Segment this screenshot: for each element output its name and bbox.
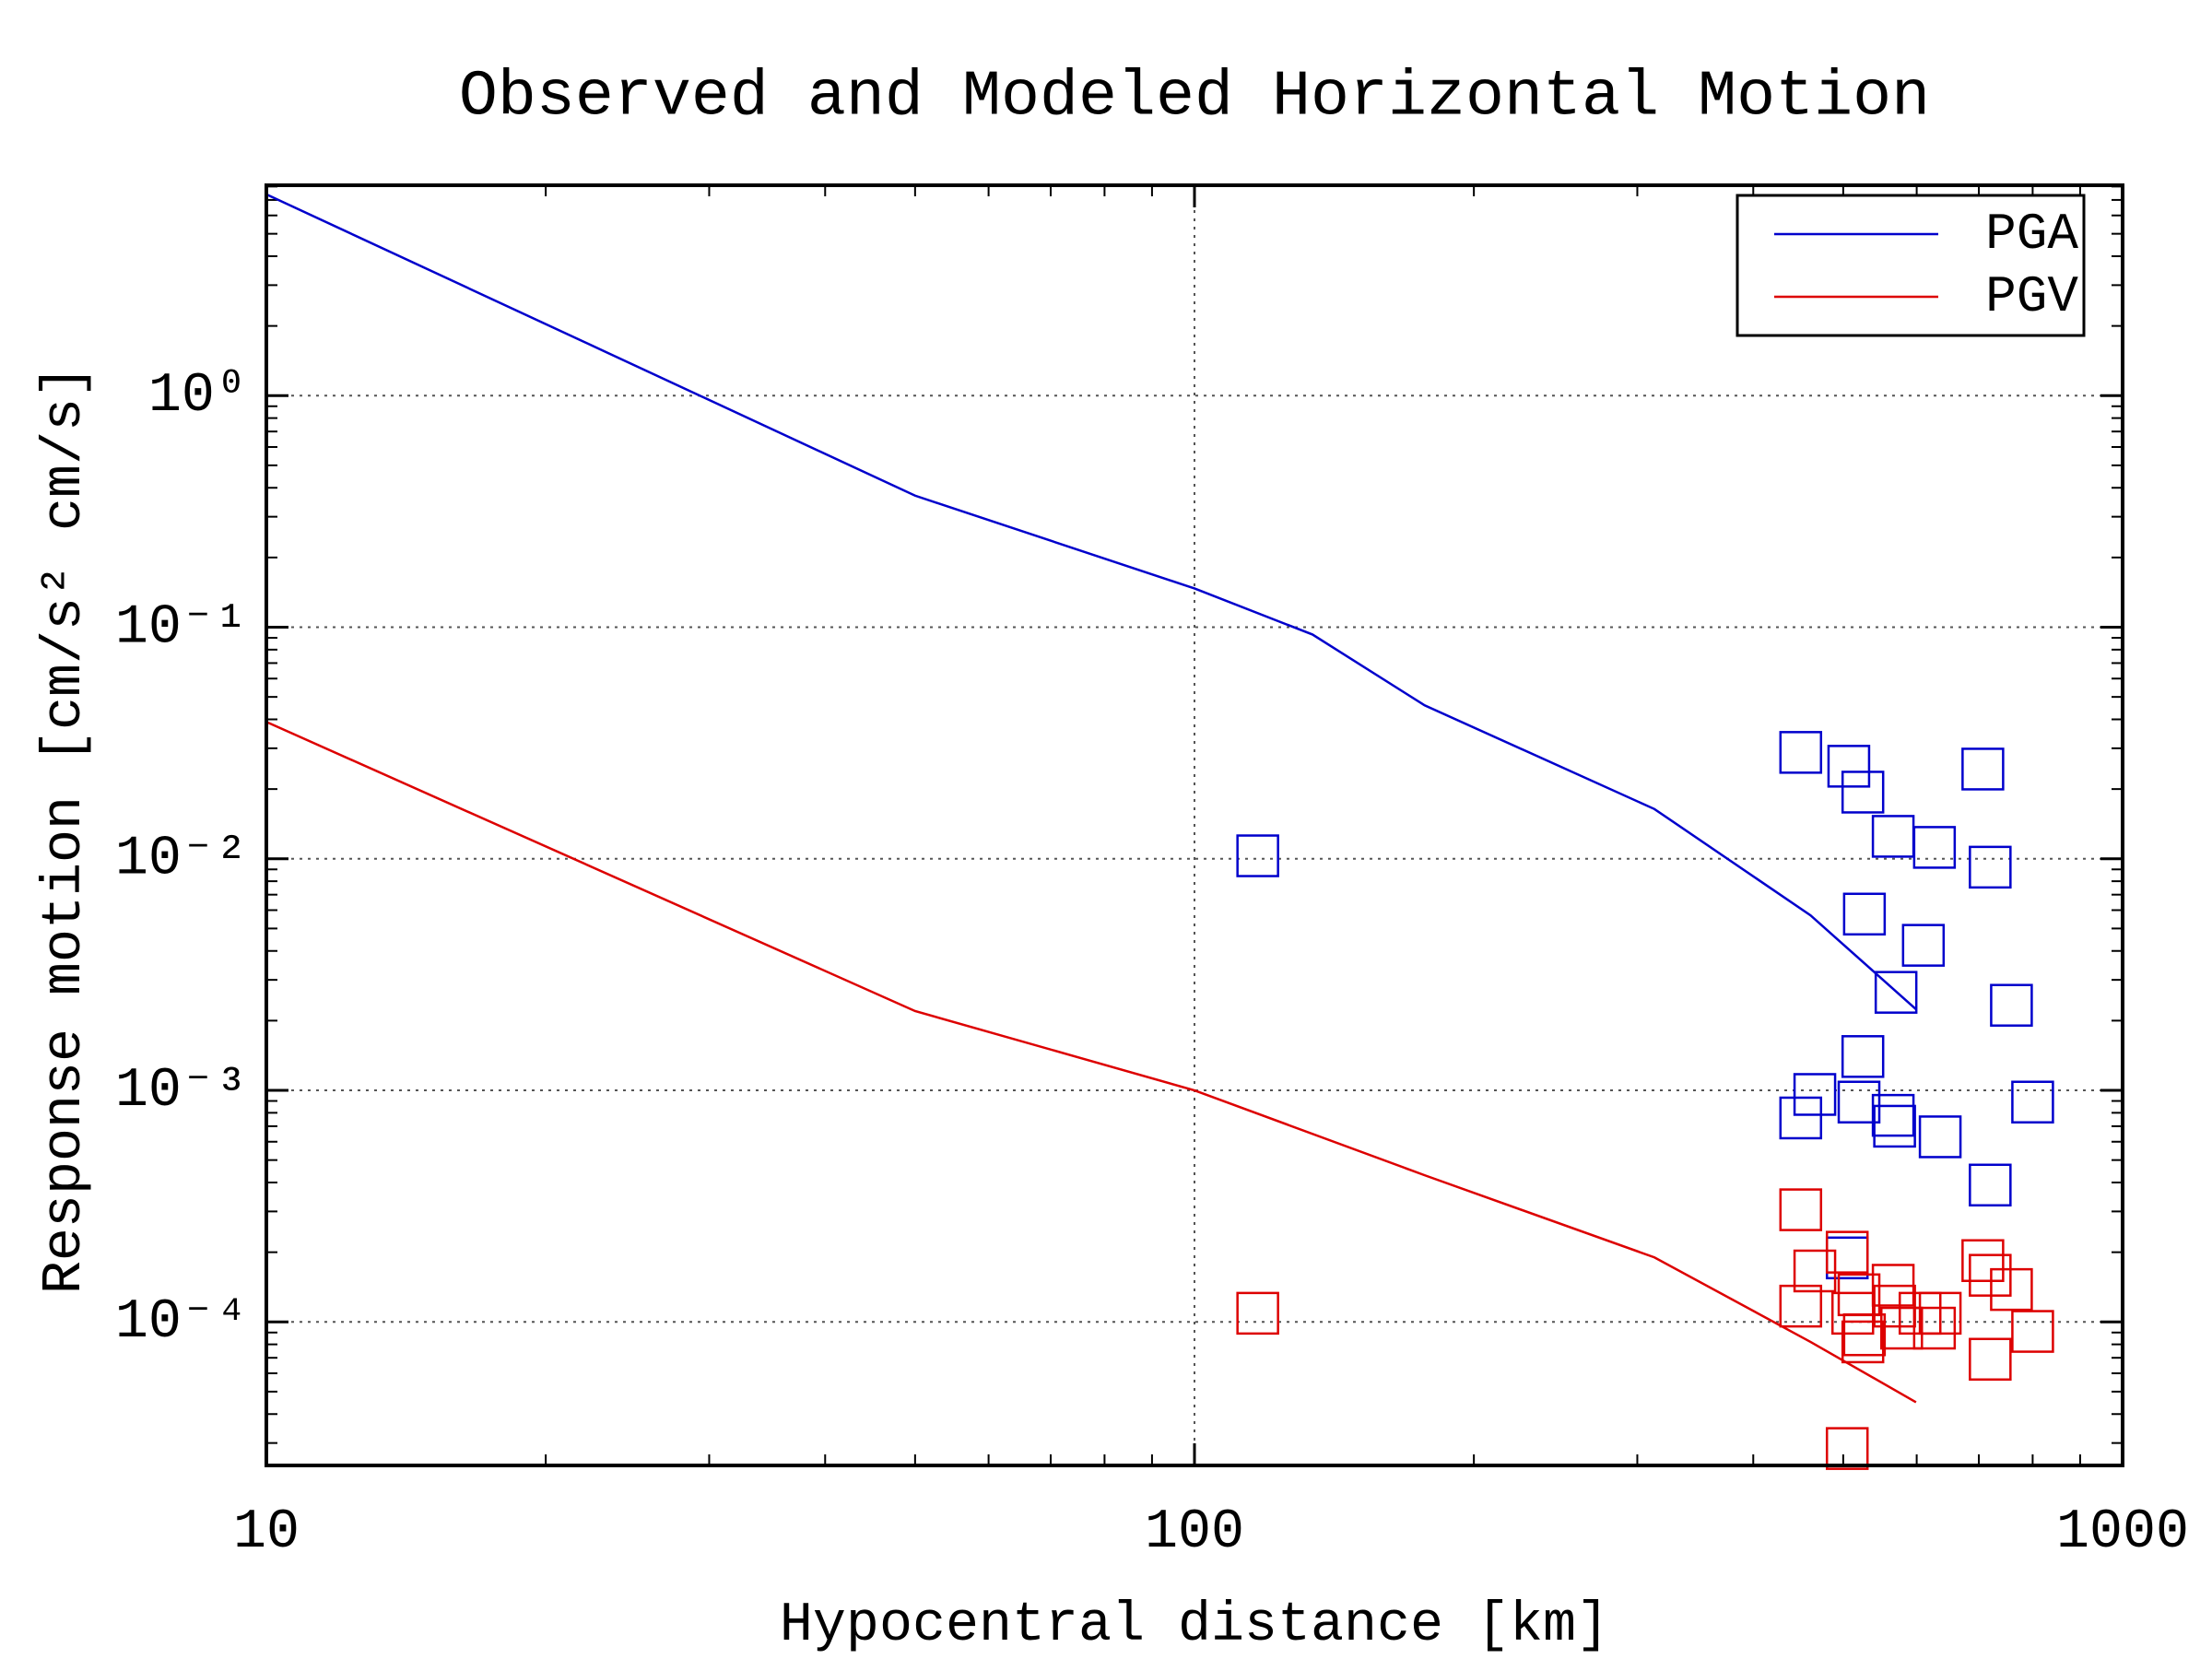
- observed-point: [1236, 834, 1279, 877]
- observed-point: [1871, 1093, 1915, 1137]
- observed-point: [1961, 1239, 2005, 1282]
- observed-point: [1842, 892, 1887, 936]
- legend-label: PGA: [1985, 205, 2078, 264]
- observed-point: [1874, 971, 1918, 1014]
- x-tick-label: 10: [233, 1501, 300, 1564]
- observed-point: [1969, 1163, 2012, 1207]
- observed-point: [1912, 1306, 1957, 1350]
- observed-point: [1830, 1291, 1875, 1335]
- plot-frame: [265, 183, 2124, 1467]
- line: [265, 721, 1917, 1404]
- observed-point: [1779, 1096, 1823, 1140]
- observed-point: [1990, 1267, 2033, 1312]
- observed-point: [1825, 1427, 1869, 1470]
- line: [265, 193, 1917, 1010]
- observed-point: [1793, 1073, 1837, 1116]
- observed-point: [1779, 731, 1823, 774]
- observed-point: [1841, 771, 1885, 814]
- observed-point: [1969, 1337, 2012, 1382]
- observed-point: [1793, 1249, 1837, 1293]
- legend-label: PGV: [1985, 267, 2078, 326]
- observed-point: [1825, 1230, 1869, 1274]
- observed-point: [2011, 1310, 2054, 1353]
- x-tick-label: 1000: [2056, 1501, 2189, 1564]
- observed-point: [1990, 983, 2033, 1027]
- y-tick-label: 10⁻³: [115, 1060, 248, 1123]
- observed-point: [1873, 1284, 1916, 1328]
- observed-point: [1912, 826, 1957, 869]
- y-axis-label: Response motion [cm/s² cm/s]: [34, 365, 97, 1294]
- observed-point: [2011, 1080, 2054, 1124]
- observed-point: [1779, 1188, 1823, 1231]
- y-tick-label: 10⁻²: [115, 829, 248, 891]
- y-tick-label: 10⁰: [148, 365, 248, 428]
- observed-point: [1873, 1104, 1916, 1148]
- x-tick-label: 100: [1145, 1501, 1244, 1564]
- y-tick-label: 10⁻¹: [115, 596, 248, 659]
- observed-point: [1841, 1320, 1885, 1364]
- y-tick-label: 10⁻⁴: [115, 1291, 248, 1354]
- x-axis-label: Hypocentral distance [km]: [780, 1594, 1609, 1657]
- observed-point: [1961, 747, 2005, 791]
- observed-point: [1837, 1080, 1881, 1124]
- observed-point: [1969, 845, 2012, 889]
- legend-box: [1735, 194, 2086, 337]
- observed-point: [1880, 1306, 1924, 1350]
- observed-point: [1918, 1291, 1962, 1335]
- chart-title: Observed and Modeled Horizontal Motion: [459, 61, 1930, 134]
- observed-point: [1918, 1115, 1962, 1159]
- observed-point: [1901, 924, 1946, 967]
- observed-point: [1779, 1284, 1823, 1328]
- observed-point: [1841, 1035, 1885, 1078]
- observed-point: [1236, 1291, 1279, 1335]
- observed-point: [1827, 745, 1871, 788]
- observed-point: [1842, 1312, 1887, 1357]
